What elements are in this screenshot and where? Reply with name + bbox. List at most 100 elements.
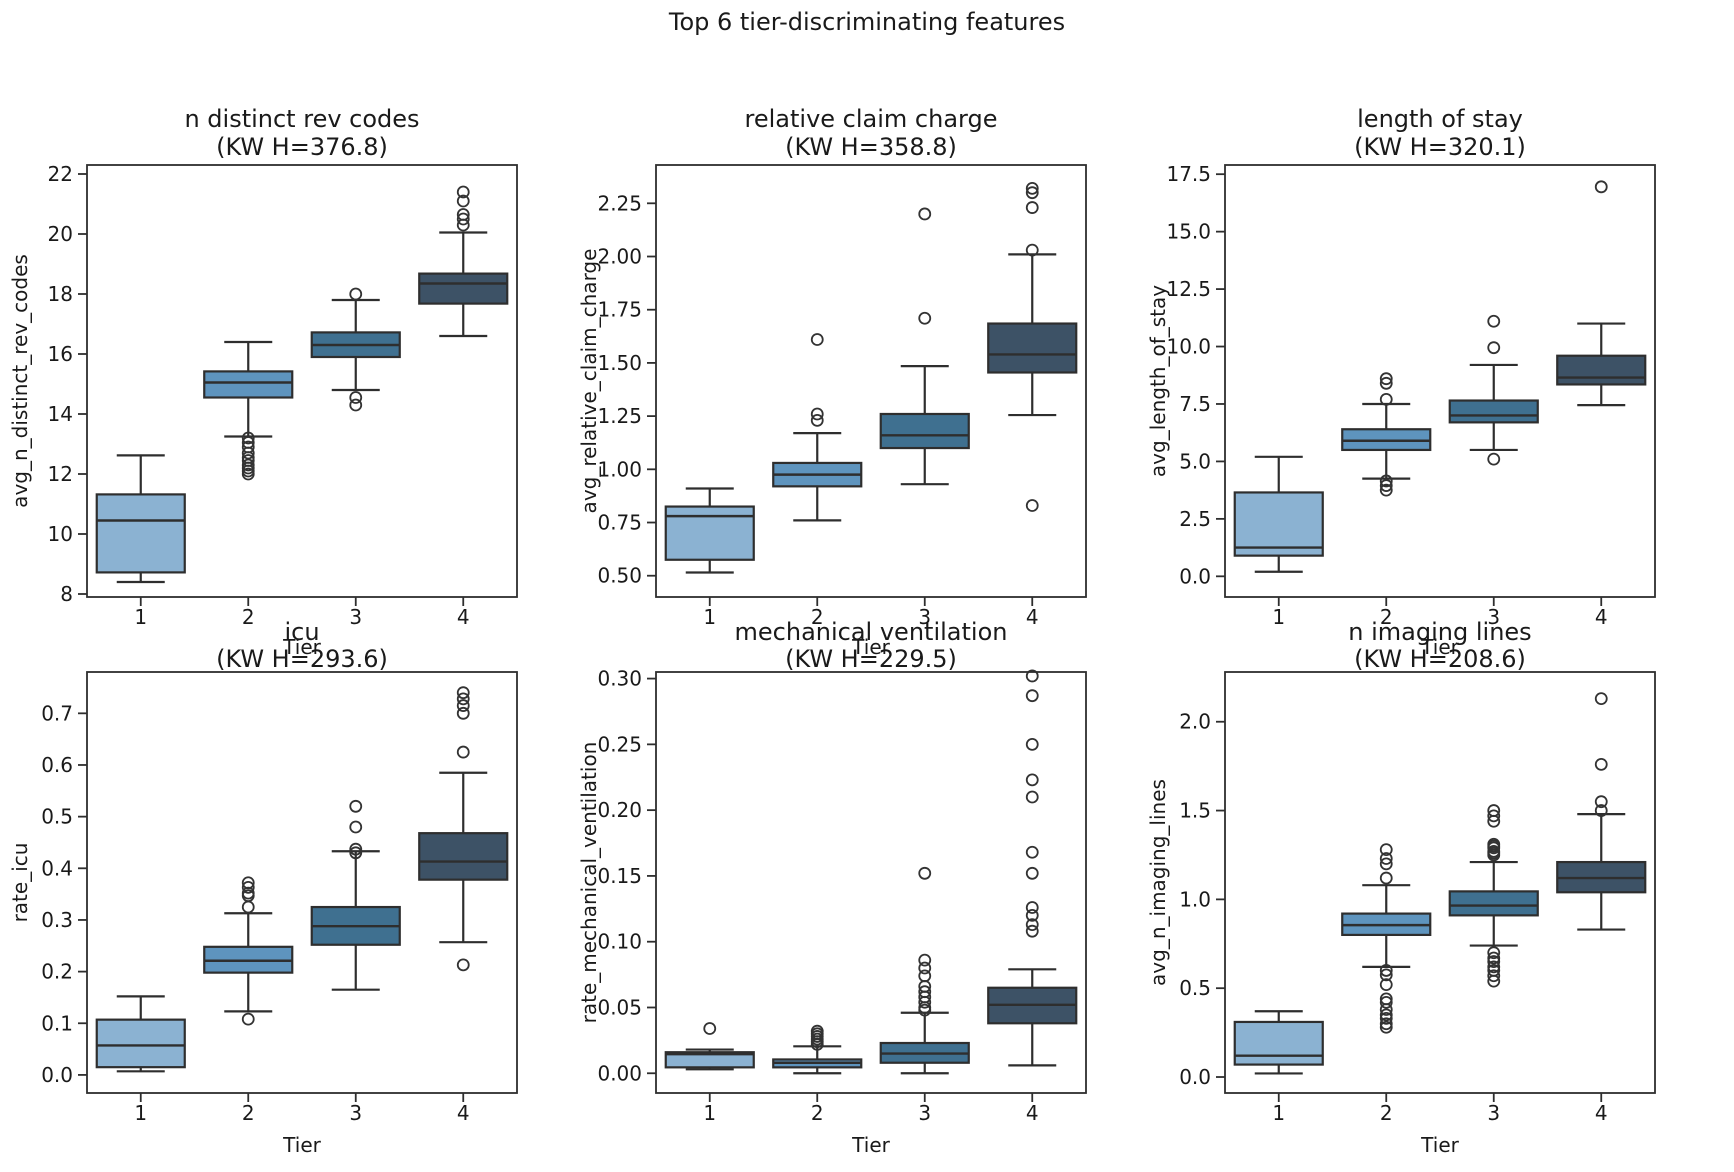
boxplot-tier-2 — [772, 333, 863, 522]
outlier-point — [1487, 314, 1501, 328]
subplot-title: mechanical ventilation — [735, 618, 1008, 646]
axes-spines — [1224, 671, 1656, 1094]
outlier-point — [1379, 479, 1393, 492]
y-tick-label: 0.25 — [597, 732, 642, 756]
outlier-point — [1025, 201, 1039, 214]
subplot-title: icu — [284, 618, 319, 646]
boxplot-tier-1 — [1233, 455, 1324, 573]
x-tick-label: 1 — [134, 605, 147, 629]
outlier-point — [1379, 968, 1393, 982]
y-tick-label: 18 — [48, 282, 73, 306]
subplot-icu: 0.0 0.1 0.2 0.3 0.4 0.5 0.6 0.7 1 2 3 4 rate_icu Tier… — [8, 618, 518, 1157]
outlier-point — [1025, 499, 1039, 512]
outlier-point — [810, 333, 824, 346]
outlier-point — [241, 431, 255, 445]
boxplot-tier-2 — [203, 340, 294, 481]
y-tick-label: 8 — [60, 582, 73, 606]
outlier-point — [1379, 852, 1393, 865]
y-tick-label: 2.00 — [597, 245, 642, 269]
outlier-point — [456, 218, 470, 232]
iqr-box — [987, 322, 1078, 374]
outlier-point — [918, 995, 932, 1009]
outlier-point — [456, 692, 470, 706]
iqr-box — [95, 1018, 186, 1069]
outlier-point — [349, 398, 363, 412]
axes-background — [656, 672, 1086, 1093]
boxplot-tier-3 — [310, 287, 401, 412]
outlier-point — [918, 311, 932, 325]
subplot-title: n imaging lines — [1348, 618, 1531, 646]
boxplot-tier-4 — [1556, 692, 1647, 931]
y-axis-label: rate_icu — [8, 843, 32, 923]
outlier-point — [456, 686, 470, 700]
y-tick-label: 22 — [48, 162, 73, 186]
outlier-point — [1594, 180, 1608, 194]
x-tick-label: 3 — [918, 1101, 931, 1125]
outlier-point — [349, 391, 363, 404]
x-tick-label: 3 — [349, 1101, 362, 1125]
axes-spines — [86, 164, 518, 598]
x-axis-label: Tier — [1420, 1133, 1459, 1157]
outlier-point — [456, 212, 470, 226]
y-tick-label: 0.10 — [597, 930, 642, 954]
outlier-point — [810, 407, 824, 421]
y-tick-label: 0.00 — [597, 1061, 642, 1085]
y-tick-label: 17.5 — [1166, 162, 1211, 186]
iqr-box — [203, 370, 294, 399]
subplot-subtitle: (KW H=208.6) — [1354, 645, 1526, 673]
y-tick-label: 15.0 — [1166, 220, 1211, 244]
x-tick-label: 2 — [242, 605, 255, 629]
outlier-point — [1594, 692, 1608, 706]
outlier-point — [1379, 372, 1393, 386]
y-tick-label: 0.75 — [597, 511, 642, 535]
x-axis-label: Tier — [1420, 635, 1459, 659]
subplot-relative-claim-charge: 0.50 0.75 1.00 1.25 1.50 1.75 2.00 2.25 1 2 3 4 avg_… — [577, 105, 1087, 659]
subplot-title: n distinct rev codes — [184, 105, 419, 133]
y-tick-label: 0.3 — [41, 908, 73, 932]
outlier-point — [1487, 841, 1501, 855]
x-tick-label: 2 — [811, 1101, 824, 1125]
y-axis-label: rate_mechanical_ventilation — [577, 742, 601, 1024]
outlier-point — [1025, 186, 1039, 200]
boxplot-tier-3 — [1448, 804, 1539, 988]
subplot-title: length of stay — [1357, 105, 1523, 133]
outlier-point — [1025, 243, 1039, 257]
outlier-point — [918, 207, 932, 221]
y-axis-label: avg_n_imaging_lines — [1146, 779, 1170, 986]
outlier-point — [703, 1022, 717, 1035]
outlier-point — [456, 699, 470, 712]
outlier-point — [1025, 918, 1039, 932]
outlier-point — [1487, 848, 1501, 862]
outlier-point — [1379, 392, 1393, 406]
outlier-point — [1379, 857, 1393, 871]
iqr-box — [1233, 1020, 1324, 1066]
outlier-point — [1025, 790, 1039, 804]
outlier-point — [918, 866, 932, 880]
outlier-point — [918, 953, 932, 967]
x-tick-label: 1 — [1272, 605, 1285, 629]
outlier-point — [1025, 901, 1039, 914]
x-tick-label: 4 — [457, 1101, 470, 1125]
outlier-point — [1025, 845, 1039, 859]
boxplot-tier-4 — [987, 182, 1078, 512]
axes-spines — [655, 164, 1087, 598]
y-tick-label: 5.0 — [1179, 449, 1211, 473]
boxplot-tier-3 — [879, 866, 970, 1075]
subplot-length-of-stay: 0.0 2.5 5.0 7.5 10.0 12.5 15.0 17.5 1 2 3 4 avg_leng… — [1146, 105, 1656, 659]
outlier-point — [1487, 969, 1501, 983]
y-axis-label: avg_length_of_stay — [1146, 285, 1170, 477]
outlier-point — [1379, 1020, 1393, 1034]
outlier-point — [1379, 1003, 1393, 1016]
boxplot-tier-2 — [772, 1024, 863, 1075]
x-tick-label: 1 — [1272, 1101, 1285, 1125]
boxplot-tier-2 — [203, 876, 294, 1026]
outlier-point — [349, 842, 363, 856]
y-tick-label: 1.25 — [597, 404, 642, 428]
outlier-point — [1379, 1017, 1393, 1031]
y-tick-label: 0.5 — [1179, 976, 1211, 1000]
outlier-point — [1025, 689, 1039, 703]
iqr-box — [418, 832, 509, 881]
outlier-point — [1025, 737, 1039, 751]
boxplot-tier-1 — [1233, 1010, 1324, 1075]
